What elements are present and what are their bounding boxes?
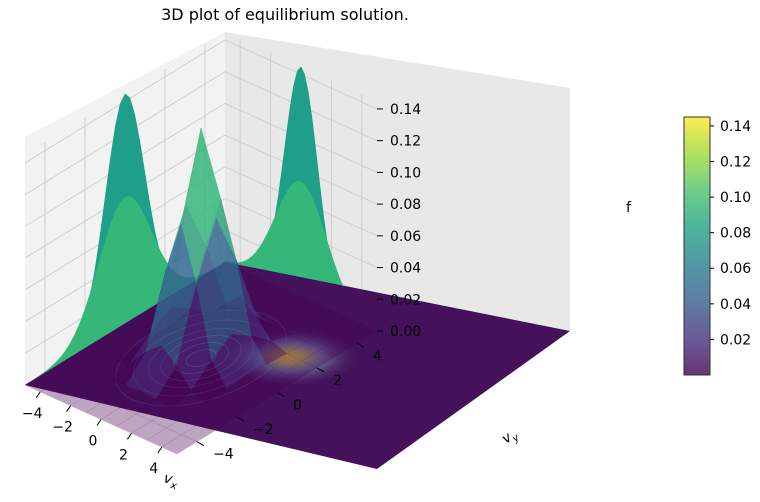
colorbar-tick-label: 0.02 (720, 332, 751, 348)
x-tick-mark (66, 405, 72, 412)
x-axis-label: vx (161, 470, 179, 492)
gaussian-surface (24, 127, 378, 455)
colorbar-tick-label: 0.12 (720, 154, 751, 170)
y-tick-label: 0 (293, 398, 302, 414)
colorbar-tick-label: 0.10 (720, 190, 751, 206)
y-tick-mark (316, 367, 325, 373)
colorbar-tick-label: 0.14 (720, 119, 751, 135)
y-tick-label: −4 (213, 447, 234, 463)
z-tick-label: 0.02 (390, 292, 421, 308)
z-axis: 0.00 0.02 0.04 0.06 0.08 0.10 0.12 0.14 (377, 102, 421, 340)
colorbar (683, 116, 711, 376)
x-tick-label: −2 (52, 420, 73, 436)
x-tick-label: −4 (22, 406, 43, 422)
x-tick-mark (35, 391, 41, 399)
y-tick-label: 4 (373, 348, 382, 364)
x-axis: −4 −2 0 2 4 (22, 391, 163, 477)
x-tick-label: 0 (89, 434, 98, 450)
y-axis-label: vy (499, 425, 523, 449)
chart-title: 3D plot of equilibrium solution. (161, 5, 409, 24)
y-tick-mark (236, 416, 245, 422)
x-tick-mark (157, 446, 163, 454)
z-tick-label: 0.10 (390, 165, 421, 181)
x-tick-label: 2 (119, 447, 128, 463)
colorbar-tick-label: 0.06 (720, 261, 751, 277)
y-tick-mark (356, 342, 365, 348)
colorbar-tick-label: 0.08 (720, 226, 751, 242)
z-axis-label: f (626, 200, 632, 216)
y-axis: −4 −2 0 2 4 (196, 342, 382, 463)
x-tick-mark (96, 419, 102, 426)
z-tick-label: 0.00 (390, 324, 421, 340)
z-tick-label: 0.04 (390, 261, 421, 277)
y-tick-mark (276, 392, 285, 397)
x-tick-mark (126, 433, 132, 440)
y-tick-label: −2 (253, 422, 274, 438)
z-tick-label: 0.12 (390, 134, 421, 150)
y-tick-mark (196, 441, 205, 447)
y-tick-label: 2 (333, 373, 342, 389)
z-tick-label: 0.14 (390, 102, 421, 118)
z-tick-label: 0.06 (390, 229, 421, 245)
colorbar-ticks: 0.02 0.04 0.06 0.08 0.10 0.12 0.14 (710, 119, 751, 348)
z-tick-label: 0.08 (390, 197, 421, 213)
colorbar-tick-label: 0.04 (720, 297, 751, 313)
x-tick-label: 4 (149, 461, 158, 477)
